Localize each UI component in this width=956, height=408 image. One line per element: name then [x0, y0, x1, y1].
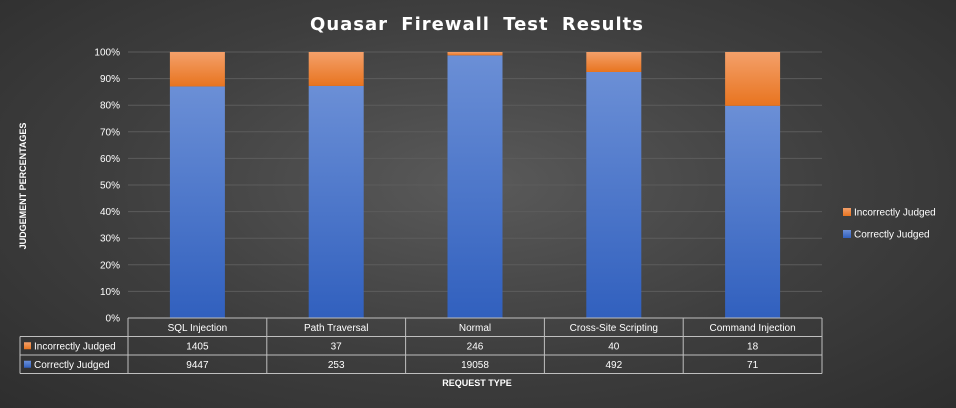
y-tick-label: 20% [100, 260, 120, 271]
bar-correctly-judged [169, 86, 225, 318]
table-cell-value: 253 [328, 360, 345, 371]
y-tick-label: 100% [94, 48, 120, 59]
table-series-label: Correctly Judged [34, 360, 110, 371]
x-tick-label: Command Injection [710, 323, 796, 334]
bar-incorrectly-judged [308, 52, 364, 86]
y-tick-label: 80% [100, 101, 120, 112]
x-tick-label: SQL Injection [168, 323, 228, 334]
legend: Incorrectly Judged Correctly Judged [843, 208, 936, 241]
table-cell-value: 71 [747, 360, 759, 371]
y-tick-label: 40% [100, 207, 120, 218]
y-axis-ticks: 0% 10% 20% 30% 40% 50% 60% 70% 80% 90% 100% [94, 48, 120, 325]
bar-correctly-judged [725, 105, 781, 318]
bar-incorrectly-judged [447, 52, 503, 56]
x-tick-label: Normal [459, 323, 491, 334]
data-table: SQL Injection Path Traversal Normal Cross-S… [19, 317, 823, 374]
table-cell-value: 492 [605, 360, 622, 371]
chart-title: Quasar Firewall Test Results [310, 14, 644, 35]
y-axis-title: JUDGEMENT PERCENTAGES [18, 123, 28, 250]
y-tick-label: 0% [106, 314, 121, 325]
bar-incorrectly-judged [169, 52, 225, 87]
y-tick-label: 10% [100, 287, 120, 298]
table-cell-value: 9447 [186, 360, 209, 371]
legend-swatch [843, 230, 851, 238]
bars [169, 52, 781, 318]
y-tick-label: 30% [100, 234, 120, 245]
table-cell-value: 19058 [461, 360, 489, 371]
y-tick-label: 60% [100, 154, 120, 165]
x-tick-label: Path Traversal [304, 323, 368, 334]
x-tick-label: Cross-Site Scripting [570, 323, 658, 334]
bar-incorrectly-judged [586, 52, 642, 72]
y-tick-label: 70% [100, 127, 120, 138]
bar-correctly-judged [447, 55, 503, 318]
x-axis-title: REQUEST TYPE [442, 378, 512, 388]
legend-label: Incorrectly Judged [854, 208, 936, 219]
y-tick-label: 90% [100, 74, 120, 85]
table-cell-value: 37 [331, 341, 343, 352]
table-series-label: Incorrectly Judged [34, 341, 116, 352]
table-cell-value: 246 [467, 341, 484, 352]
bar-correctly-judged [586, 72, 642, 318]
table-cell-value: 18 [747, 341, 759, 352]
table-legend-key [24, 342, 31, 350]
y-tick-label: 50% [100, 181, 120, 192]
legend-swatch [843, 208, 851, 216]
table-cell-value: 1405 [186, 341, 209, 352]
legend-label: Correctly Judged [854, 230, 930, 241]
bar-correctly-judged [308, 85, 364, 318]
table-legend-key [24, 360, 31, 368]
table-cell-value: 40 [608, 341, 620, 352]
bar-incorrectly-judged [725, 52, 781, 106]
